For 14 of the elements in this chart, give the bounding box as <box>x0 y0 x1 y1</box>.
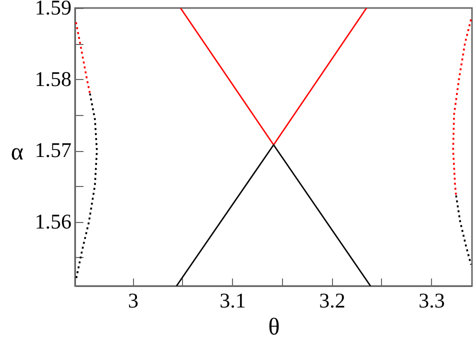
line-series <box>452 18 472 196</box>
line-series <box>455 194 472 266</box>
y-tick-label: 1.58 <box>34 66 72 91</box>
y-tick-label: 1.56 <box>34 209 72 234</box>
y-tick-label: 1.59 <box>34 0 72 20</box>
y-tick-label: 1.57 <box>34 138 72 162</box>
y-axis-title: α <box>10 140 24 166</box>
x-axis-title: θ <box>268 314 280 340</box>
x-tick-label: 3 <box>128 288 138 312</box>
line-series <box>75 92 98 280</box>
x-tick-label: 3.1 <box>220 288 246 312</box>
line-series <box>75 21 91 94</box>
x-tick-label: 3.3 <box>418 288 445 312</box>
x-tick-label: 3.2 <box>319 288 346 312</box>
